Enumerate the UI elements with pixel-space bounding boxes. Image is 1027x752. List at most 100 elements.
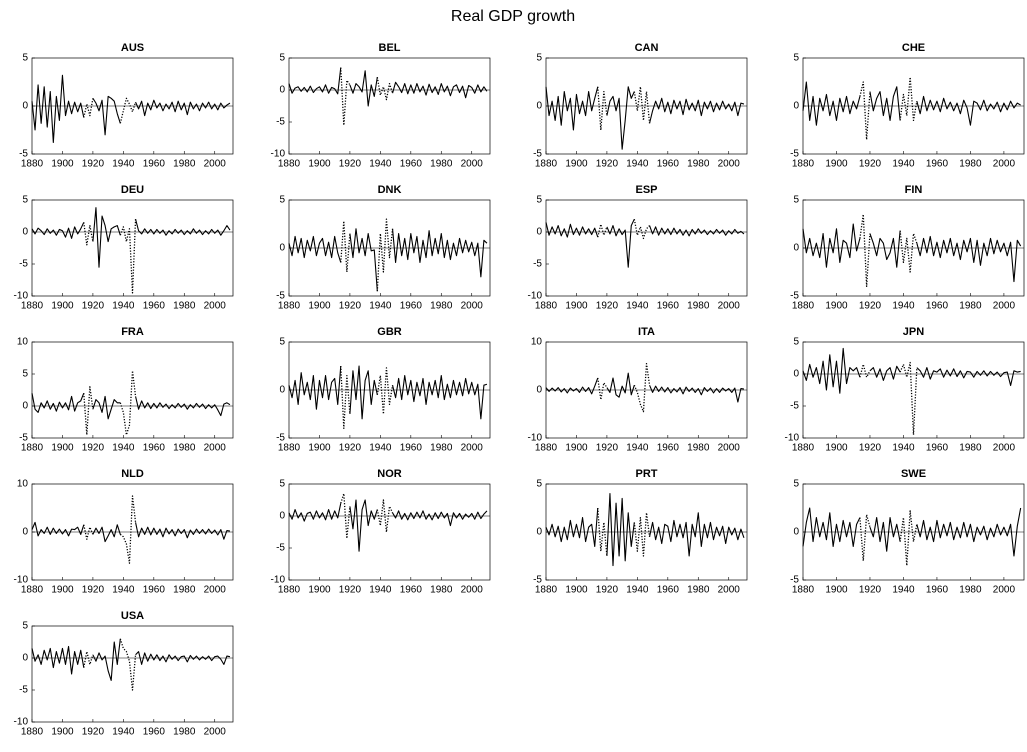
x-tick-label: 1900 [308,159,331,170]
x-tick-label: 1960 [400,159,423,170]
x-tick-label: 1920 [859,301,882,312]
series-line [869,365,901,381]
y-tick-label: -5 [790,401,799,412]
panel-title: FIN [905,184,923,196]
x-tick-label: 1900 [308,585,331,596]
x-tick-label: 1960 [143,727,166,738]
x-tick-label: 1900 [51,159,74,170]
plot-frame [545,57,748,155]
x-tick-label: 1980 [430,301,453,312]
x-tick-label: 2000 [204,301,227,312]
series-line [392,375,488,420]
y-tick-label: 5 [793,479,799,490]
x-tick-label: 2000 [204,727,227,738]
y-tick-label: -10 [785,433,800,444]
x-tick-label: 1900 [51,585,74,596]
x-tick-label: 1960 [657,585,680,596]
y-tick-label: 0 [279,385,285,396]
x-tick-label: 1900 [51,443,74,454]
x-tick-label: 1940 [369,585,392,596]
x-tick-label: 1920 [82,727,105,738]
x-tick-label: 2000 [718,443,741,454]
plot-frame [31,199,234,297]
series-line [92,395,121,420]
y-tick-label: 10 [17,479,29,490]
series-line [92,207,121,268]
x-tick-label: 1880 [21,159,44,170]
plot-frame [288,341,491,439]
x-tick-label: 1920 [339,301,362,312]
series-line-dotted [119,495,137,564]
series-line [916,235,1022,283]
plot-frame [31,483,234,581]
panel: ESP -10 -5 0 5 1880 1900 1920 1940 1960 1980 2000 [528,184,748,312]
panel-title: GBR [377,326,402,338]
x-tick-label: 1900 [308,301,331,312]
series-line [392,510,488,527]
x-tick-label: 2000 [718,301,741,312]
plot-frame [31,625,234,723]
panel: DEU -10 -5 0 5 1880 1900 1920 1940 1960 1980 2000 [14,184,234,312]
series-line-dotted [899,76,918,122]
plot-frame [545,483,748,581]
x-tick-label: 1980 [173,443,196,454]
x-tick-label: 1880 [21,727,44,738]
plot-frame [545,341,748,439]
y-tick-label: -5 [533,149,542,160]
y-tick-label: -5 [790,149,799,160]
y-tick-label: -10 [528,291,543,302]
x-tick-label: 1940 [112,443,135,454]
panel: AUS -5 0 5 1880 1900 1920 1940 1960 1980 2000 [19,42,234,170]
y-tick-label: 5 [793,195,799,206]
x-tick-label: 1880 [535,301,558,312]
x-tick-label: 1980 [430,585,453,596]
x-tick-label: 1960 [926,585,949,596]
x-tick-label: 1960 [143,585,166,596]
x-tick-label: 1960 [926,159,949,170]
series-line-dotted [899,510,918,567]
y-tick-label: 10 [17,337,29,348]
series-line [916,367,1021,387]
series-line-dotted [859,363,871,378]
x-tick-label: 1880 [792,301,815,312]
series-line-dotted [633,219,651,240]
series-line-dotted [119,638,137,691]
y-tick-label: -5 [790,291,799,302]
y-tick-label: -5 [276,543,285,554]
panel-title: PRT [636,468,658,480]
x-tick-label: 1980 [173,301,196,312]
x-tick-label: 1960 [657,301,680,312]
series-line-dotted [340,492,351,540]
panel-title: DEU [121,184,144,196]
x-tick-label: 2000 [461,585,484,596]
y-tick-label: 5 [279,337,285,348]
y-tick-label: 0 [793,527,799,538]
x-tick-label: 1920 [596,159,619,170]
panel: ITA -10 0 10 1880 1900 1920 1940 1960 1980 2000 [528,326,748,454]
series-line [545,377,599,395]
series-line [606,86,635,150]
x-tick-label: 1900 [308,443,331,454]
x-tick-label: 1940 [112,727,135,738]
series-line-dotted [859,213,871,288]
y-tick-label: 0 [536,227,542,238]
y-tick-label: -10 [14,717,29,728]
x-tick-label: 1960 [926,301,949,312]
y-tick-label: 0 [22,101,28,112]
y-tick-label: -10 [271,149,286,160]
panel: NLD -10 0 10 1880 1900 1920 1940 1960 1980 2000 [14,468,234,596]
series-line [649,384,745,403]
x-tick-label: 1920 [596,301,619,312]
x-tick-label: 2000 [993,443,1016,454]
plot-frame [802,199,1025,297]
x-tick-label: 1980 [173,727,196,738]
x-tick-label: 1960 [400,443,423,454]
y-tick-label: 0 [22,401,28,412]
y-tick-label: 5 [793,337,799,348]
series-line [392,228,488,278]
y-tick-label: 5 [22,369,28,380]
x-tick-label: 1920 [82,301,105,312]
series-line [545,222,599,238]
x-tick-label: 1940 [892,159,915,170]
